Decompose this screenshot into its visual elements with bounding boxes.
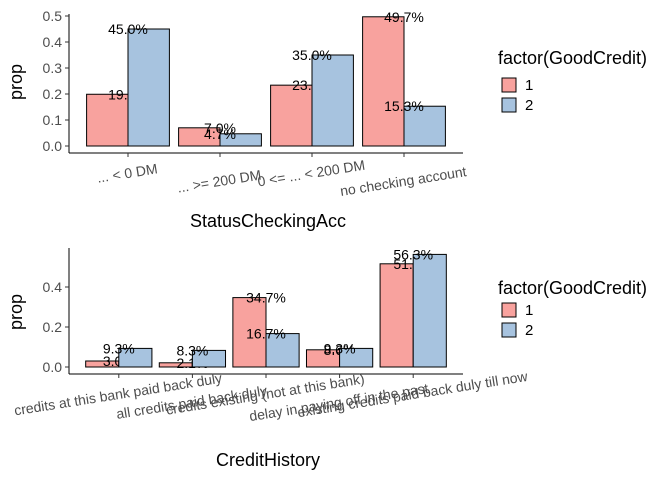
y-tick-label: 0.5 <box>43 8 63 24</box>
legend-swatch-2 <box>501 322 517 338</box>
x-tick-label: ... < 0 DM <box>96 160 159 185</box>
data-label: 56.3% <box>393 246 433 262</box>
data-label: 16.7% <box>246 326 286 342</box>
legend-swatch-2 <box>501 97 517 113</box>
x-tick-label: ... >= 200 DM <box>176 167 262 196</box>
x-axis-title: CreditHistory <box>216 450 320 470</box>
bar-series-2 <box>219 133 262 147</box>
bar-series-2 <box>191 349 227 368</box>
chart-credit-history: 0.00.20.43.0%9.3%credits at this bank pa… <box>6 246 647 470</box>
bar-series-2 <box>403 105 446 147</box>
legend-label-2: 2 <box>525 97 533 114</box>
y-tick-label: 0.0 <box>43 138 63 154</box>
bar-series-1 <box>379 263 414 368</box>
data-label: 45.0% <box>108 21 148 37</box>
legend-label-1: 1 <box>525 302 533 319</box>
bar-series-1 <box>362 16 405 147</box>
y-tick-label: 0.2 <box>43 86 63 102</box>
data-label: 4.7% <box>204 126 236 142</box>
bar-series-2 <box>311 54 354 147</box>
data-label: 49.7% <box>384 9 424 25</box>
data-label: 8.3% <box>176 342 208 358</box>
legend-swatch-1 <box>501 77 517 93</box>
x-axis-title: StatusCheckingAcc <box>190 211 346 231</box>
legend-label-1: 1 <box>525 77 533 94</box>
y-tick-label: 0.0 <box>43 359 63 375</box>
data-label: 7.0% <box>204 120 236 136</box>
y-axis-title: prop <box>6 64 26 100</box>
y-tick-label: 0.1 <box>43 112 63 128</box>
data-label: 9.3% <box>324 340 356 356</box>
bar-series-2 <box>412 253 447 368</box>
bar-series-2 <box>339 347 374 368</box>
bar-series-1 <box>232 297 267 368</box>
bar-series-2 <box>127 28 170 147</box>
legend-title: factor(GoodCredit) <box>498 48 647 68</box>
legend-title: factor(GoodCredit) <box>498 278 647 298</box>
data-label: 15.3% <box>384 98 424 114</box>
legend-swatch-1 <box>501 302 517 318</box>
y-axis-title: prop <box>6 294 26 330</box>
chart-status-checking: 0.00.10.20.30.40.519.9%45.0%... < 0 DM7.… <box>6 8 647 231</box>
bar-series-2 <box>118 347 153 368</box>
bar-series-1 <box>270 84 313 147</box>
y-tick-label: 0.3 <box>43 60 63 76</box>
y-tick-label: 0.4 <box>43 279 63 295</box>
legend-label-2: 2 <box>525 322 533 339</box>
y-tick-label: 0.4 <box>43 34 63 50</box>
data-label: 34.7% <box>246 290 286 306</box>
y-tick-label: 0.2 <box>43 319 63 335</box>
bar-series-2 <box>265 333 300 368</box>
data-label: 35.0% <box>292 47 332 63</box>
data-label: 9.3% <box>103 340 135 356</box>
